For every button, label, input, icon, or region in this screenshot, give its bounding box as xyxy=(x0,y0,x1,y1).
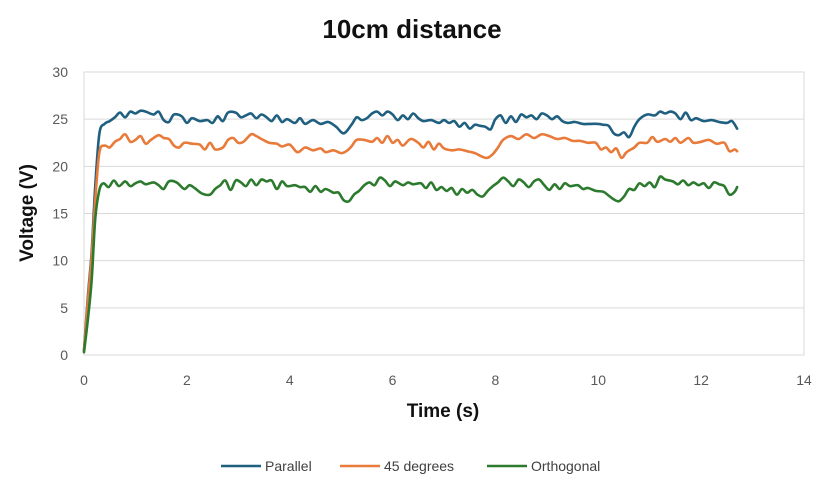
chart-title: 10cm distance xyxy=(322,14,501,44)
y-tick-label: 30 xyxy=(52,64,68,80)
legend-label-parallel: Parallel xyxy=(265,458,312,474)
y-tick-label: 5 xyxy=(60,300,68,316)
x-tick-label: 10 xyxy=(590,372,606,388)
y-tick-label: 25 xyxy=(52,111,68,127)
legend-label-45-degrees: 45 degrees xyxy=(384,458,454,474)
y-axis-label: Voltage (V) xyxy=(17,164,38,262)
grid-layer xyxy=(84,71,804,356)
series-line-parallel xyxy=(82,109,739,352)
legend-label-orthogonal: Orthogonal xyxy=(531,458,600,474)
x-axis-label: Time (s) xyxy=(407,401,480,422)
legend: Parallel 45 degrees Orthogonal xyxy=(221,458,600,474)
y-tick-label: 10 xyxy=(52,253,68,269)
series-line-45-degrees xyxy=(82,132,739,353)
x-tick-label: 14 xyxy=(796,372,812,388)
x-tick-label: 6 xyxy=(389,372,397,388)
y-tick-label: 0 xyxy=(60,347,68,363)
y-tick-label: 20 xyxy=(52,158,68,174)
series-line-orthogonal xyxy=(82,175,739,354)
x-tick-label: 8 xyxy=(492,372,500,388)
y-tick-label: 15 xyxy=(52,206,68,222)
x-tick-label: 12 xyxy=(693,372,709,388)
plot-frame xyxy=(83,71,805,356)
x-tick-label: 2 xyxy=(183,372,191,388)
tick-layer: 0 5 10 15 20 25 30 0 2 4 6 8 10 12 14 xyxy=(52,64,812,388)
x-tick-label: 0 xyxy=(80,372,88,388)
series-layer xyxy=(82,109,739,354)
x-tick-label: 4 xyxy=(286,372,294,388)
